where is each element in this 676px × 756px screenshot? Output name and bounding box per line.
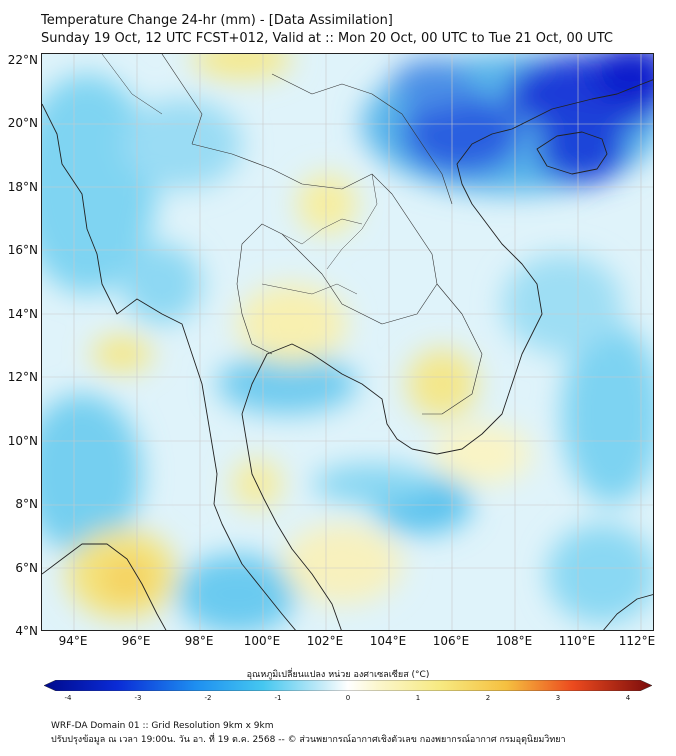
lon-label-110: 110°E [558,634,596,648]
footer-credit: ปรับปรุงข้อมูล ณ เวลา 19:00น. วัน อา. ที… [51,735,566,745]
lon-label-94: 94°E [58,634,88,648]
lon-label-108: 108°E [495,634,533,648]
lat-label-14: 14°N [7,307,38,321]
lat-label-6: 6°N [15,561,38,575]
colorbar-tick-neg4: -4 [64,694,72,702]
lon-label-98: 98°E [184,634,214,648]
lat-label-8: 8°N [15,497,38,511]
map-canvas [42,54,653,630]
colorbar-tick-neg2: -2 [204,694,212,702]
lon-label-102: 102°E [306,634,344,648]
lat-label-10: 10°N [7,434,38,448]
colorbar-tick-neg1: -1 [274,694,282,702]
title-line-1: Temperature Change 24-hr (mm) - [Data As… [41,13,393,28]
coastlines [42,54,653,630]
lon-label-96: 96°E [121,634,151,648]
temperature-change-map [41,53,654,631]
colorbar-tick-4: 4 [625,694,631,702]
colorbar-tick-neg3: -3 [134,694,142,702]
lat-label-22: 22°N [7,53,38,67]
lon-label-112: 112°E [618,634,656,648]
colorbar-tick-2: 2 [485,694,491,702]
temperature-field [42,54,653,630]
colorbar [44,680,652,691]
lon-label-106: 106°E [432,634,470,648]
map-title: Temperature Change 24-hr (mm) - [Data As… [41,12,613,48]
footer-model-info: WRF-DA Domain 01 :: Grid Resolution 9km … [51,721,274,731]
graticule [42,54,653,630]
lon-label-100: 100°E [243,634,281,648]
lat-label-16: 16°N [7,243,38,257]
lat-label-4: 4°N [15,624,38,638]
lat-label-12: 12°N [7,370,38,384]
title-line-2: Sunday 19 Oct, 12 UTC FCST+012, Valid at… [41,31,613,46]
colorbar-title: อุณหภูมิเปลี่ยนแปลง หน่วย องศาเซลเซียส (… [246,670,430,680]
colorbar-tick-3: 3 [555,694,561,702]
lat-label-18: 18°N [7,180,38,194]
colorbar-tick-0: 0 [345,694,351,702]
colorbar-tick-1: 1 [415,694,421,702]
lat-label-20: 20°N [7,116,38,130]
lon-label-104: 104°E [369,634,407,648]
